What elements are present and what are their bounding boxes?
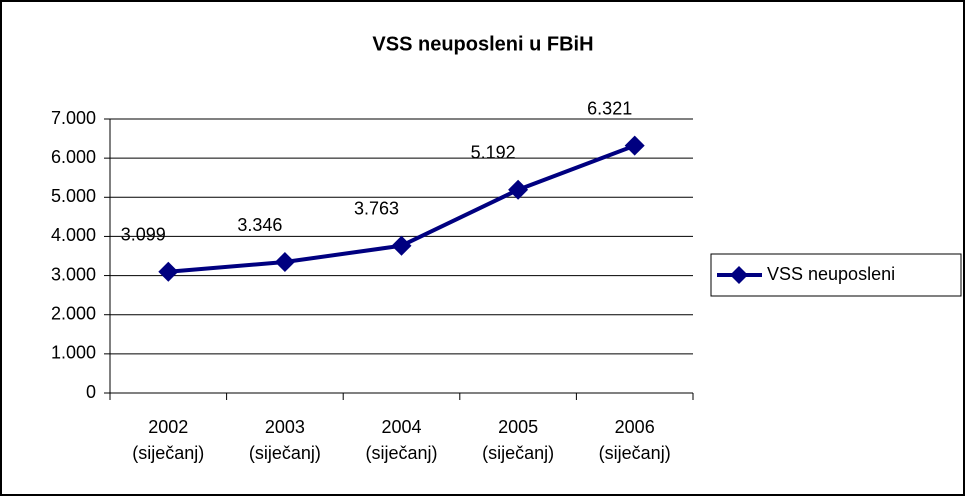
y-tick-label: 4.000 (51, 225, 96, 245)
legend-marker (730, 266, 748, 284)
y-tick-label: 3.000 (51, 264, 96, 284)
y-tick-label: 0 (86, 382, 96, 402)
x-tick-label: 2003 (siječanj) (248, 417, 321, 463)
y-tick-label: 7.000 (51, 108, 96, 128)
marker (391, 235, 412, 256)
x-tick-label: 2004 (siječanj) (365, 417, 438, 463)
data-label: 3.346 (237, 215, 282, 235)
y-tick-label: 6.000 (51, 147, 96, 167)
chart-title: VSS neuposleni u FBiH (372, 33, 593, 55)
x-tick-label: 2005 (siječanj) (482, 417, 555, 463)
data-label: 3.099 (121, 224, 166, 244)
y-tick-label: 1.000 (51, 343, 96, 363)
y-tick-label: 2.000 (51, 303, 96, 323)
marker (508, 179, 529, 200)
legend-label: VSS neuposleni (767, 264, 895, 284)
x-tick-label: 2002 (siječanj) (132, 417, 205, 463)
y-tick-label: 5.000 (51, 186, 96, 206)
marker (274, 252, 295, 273)
data-label: 5.192 (471, 143, 516, 163)
data-label: 3.763 (354, 198, 399, 218)
marker (158, 261, 179, 282)
data-label: 6.321 (587, 98, 632, 118)
x-tick-label: 2006 (siječanj) (598, 417, 671, 463)
marker (624, 135, 645, 156)
